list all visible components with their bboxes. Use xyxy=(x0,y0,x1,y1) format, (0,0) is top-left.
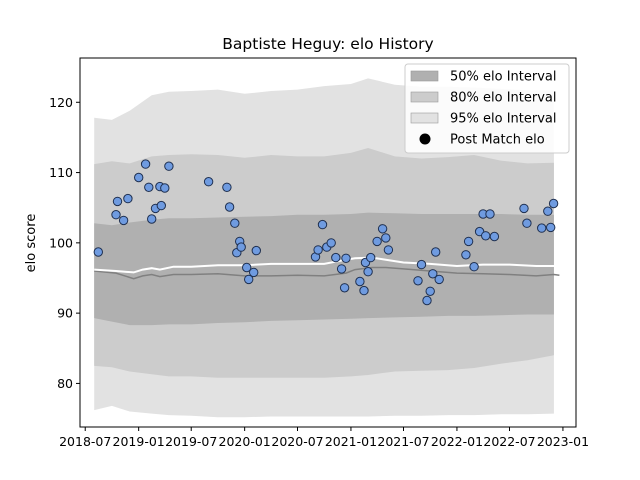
mean-elo-line xyxy=(94,256,560,274)
y-axis: 80 90 100 110 120 xyxy=(49,95,80,391)
chart-title: Baptiste Heguy: elo History xyxy=(222,35,433,53)
post-match-point xyxy=(416,259,427,270)
y-tick-label: 110 xyxy=(49,165,73,180)
post-match-point xyxy=(203,177,214,187)
post-match-point xyxy=(112,196,123,207)
post-match-point xyxy=(164,161,174,171)
post-match-point xyxy=(469,262,479,272)
x-tick-label: 2018-07 xyxy=(59,434,111,449)
post-match-point xyxy=(93,247,104,257)
post-match-point xyxy=(313,245,323,255)
legend-swatch xyxy=(410,91,439,103)
post-match-point xyxy=(519,203,529,214)
x-tick-label: 2022-07 xyxy=(483,434,535,449)
post-match-point xyxy=(111,210,121,220)
post-match-point xyxy=(147,214,157,224)
post-match-point xyxy=(363,267,373,277)
post-match-point xyxy=(317,219,328,230)
x-tick-label: 2020-01 xyxy=(219,434,271,449)
post-match-point xyxy=(481,231,491,241)
post-match-point xyxy=(339,283,350,293)
post-match-point xyxy=(383,245,394,255)
post-match-point xyxy=(134,172,144,183)
post-match-point xyxy=(156,200,167,211)
post-match-point xyxy=(413,276,423,286)
post-match-point xyxy=(326,238,336,248)
post-match-point xyxy=(543,206,553,216)
y-tick-label: 90 xyxy=(57,306,73,321)
median-elo-line xyxy=(94,266,560,280)
x-axis: 2018-07 2019-01 2019-07 2020-01 2020-07 2021-… xyxy=(59,427,589,449)
post-match-point xyxy=(251,245,261,256)
plot-frame xyxy=(79,57,577,428)
post-match-point xyxy=(546,222,556,233)
post-match-point xyxy=(359,285,369,296)
post-match-point xyxy=(463,236,474,247)
legend-swatch xyxy=(410,70,439,82)
post-match-point xyxy=(230,218,240,228)
post-match-point xyxy=(366,252,376,263)
legend: 50% elo Interval 80% elo Interval 95% elo … xyxy=(404,63,570,154)
post-match-point xyxy=(377,224,388,234)
interval-band-50 xyxy=(94,212,554,326)
post-match-point xyxy=(425,286,435,296)
post-match-point xyxy=(144,182,154,193)
post-match-point xyxy=(489,231,500,242)
x-tick-label: 2022-01 xyxy=(431,434,483,449)
post-match-point xyxy=(140,159,151,169)
x-tick-label: 2021-07 xyxy=(377,434,429,449)
post-match-point xyxy=(222,182,232,193)
plot-area xyxy=(93,78,560,418)
post-match-point xyxy=(428,269,438,279)
legend-label: Post Match elo xyxy=(450,133,545,148)
legend-label: 95% elo Interval xyxy=(450,112,557,127)
x-tick-label: 2023-01 xyxy=(537,434,589,449)
post-match-point xyxy=(537,223,547,233)
legend-swatch xyxy=(410,112,439,124)
legend-box xyxy=(404,63,570,154)
y-tick-label: 120 xyxy=(49,95,73,110)
post-match-point xyxy=(461,250,471,260)
post-match-point xyxy=(123,193,133,204)
legend-label: 80% elo Interval xyxy=(450,91,557,106)
post-match-point xyxy=(236,242,246,252)
post-match-point xyxy=(160,183,170,193)
post-match-point xyxy=(355,276,365,287)
post-match-point xyxy=(242,262,252,273)
post-match-point xyxy=(118,215,129,226)
post-match-point xyxy=(341,253,351,263)
post-match-point xyxy=(431,247,441,257)
y-tick-label: 100 xyxy=(49,235,73,250)
post-match-point xyxy=(336,264,347,274)
post-match-point xyxy=(381,233,391,243)
post-match-point xyxy=(434,274,444,285)
x-tick-label: 2019-07 xyxy=(165,434,217,449)
post-match-point xyxy=(548,198,559,209)
post-match-point xyxy=(331,252,341,263)
legend-marker xyxy=(419,133,431,145)
y-tick-label: 80 xyxy=(57,376,73,391)
post-match-point xyxy=(372,236,382,247)
y-axis-label: elo score xyxy=(24,214,39,273)
x-tick-label: 2020-07 xyxy=(271,434,323,449)
x-tick-label: 2019-01 xyxy=(113,434,165,449)
x-tick-label: 2021-01 xyxy=(325,434,377,449)
post-match-point xyxy=(244,274,254,285)
legend-label: 50% elo Interval xyxy=(450,70,557,85)
post-match-point xyxy=(224,202,235,212)
post-match-point xyxy=(485,209,495,219)
post-match-point xyxy=(422,295,432,306)
post-match-point xyxy=(522,218,532,228)
post-match-point xyxy=(249,267,259,278)
